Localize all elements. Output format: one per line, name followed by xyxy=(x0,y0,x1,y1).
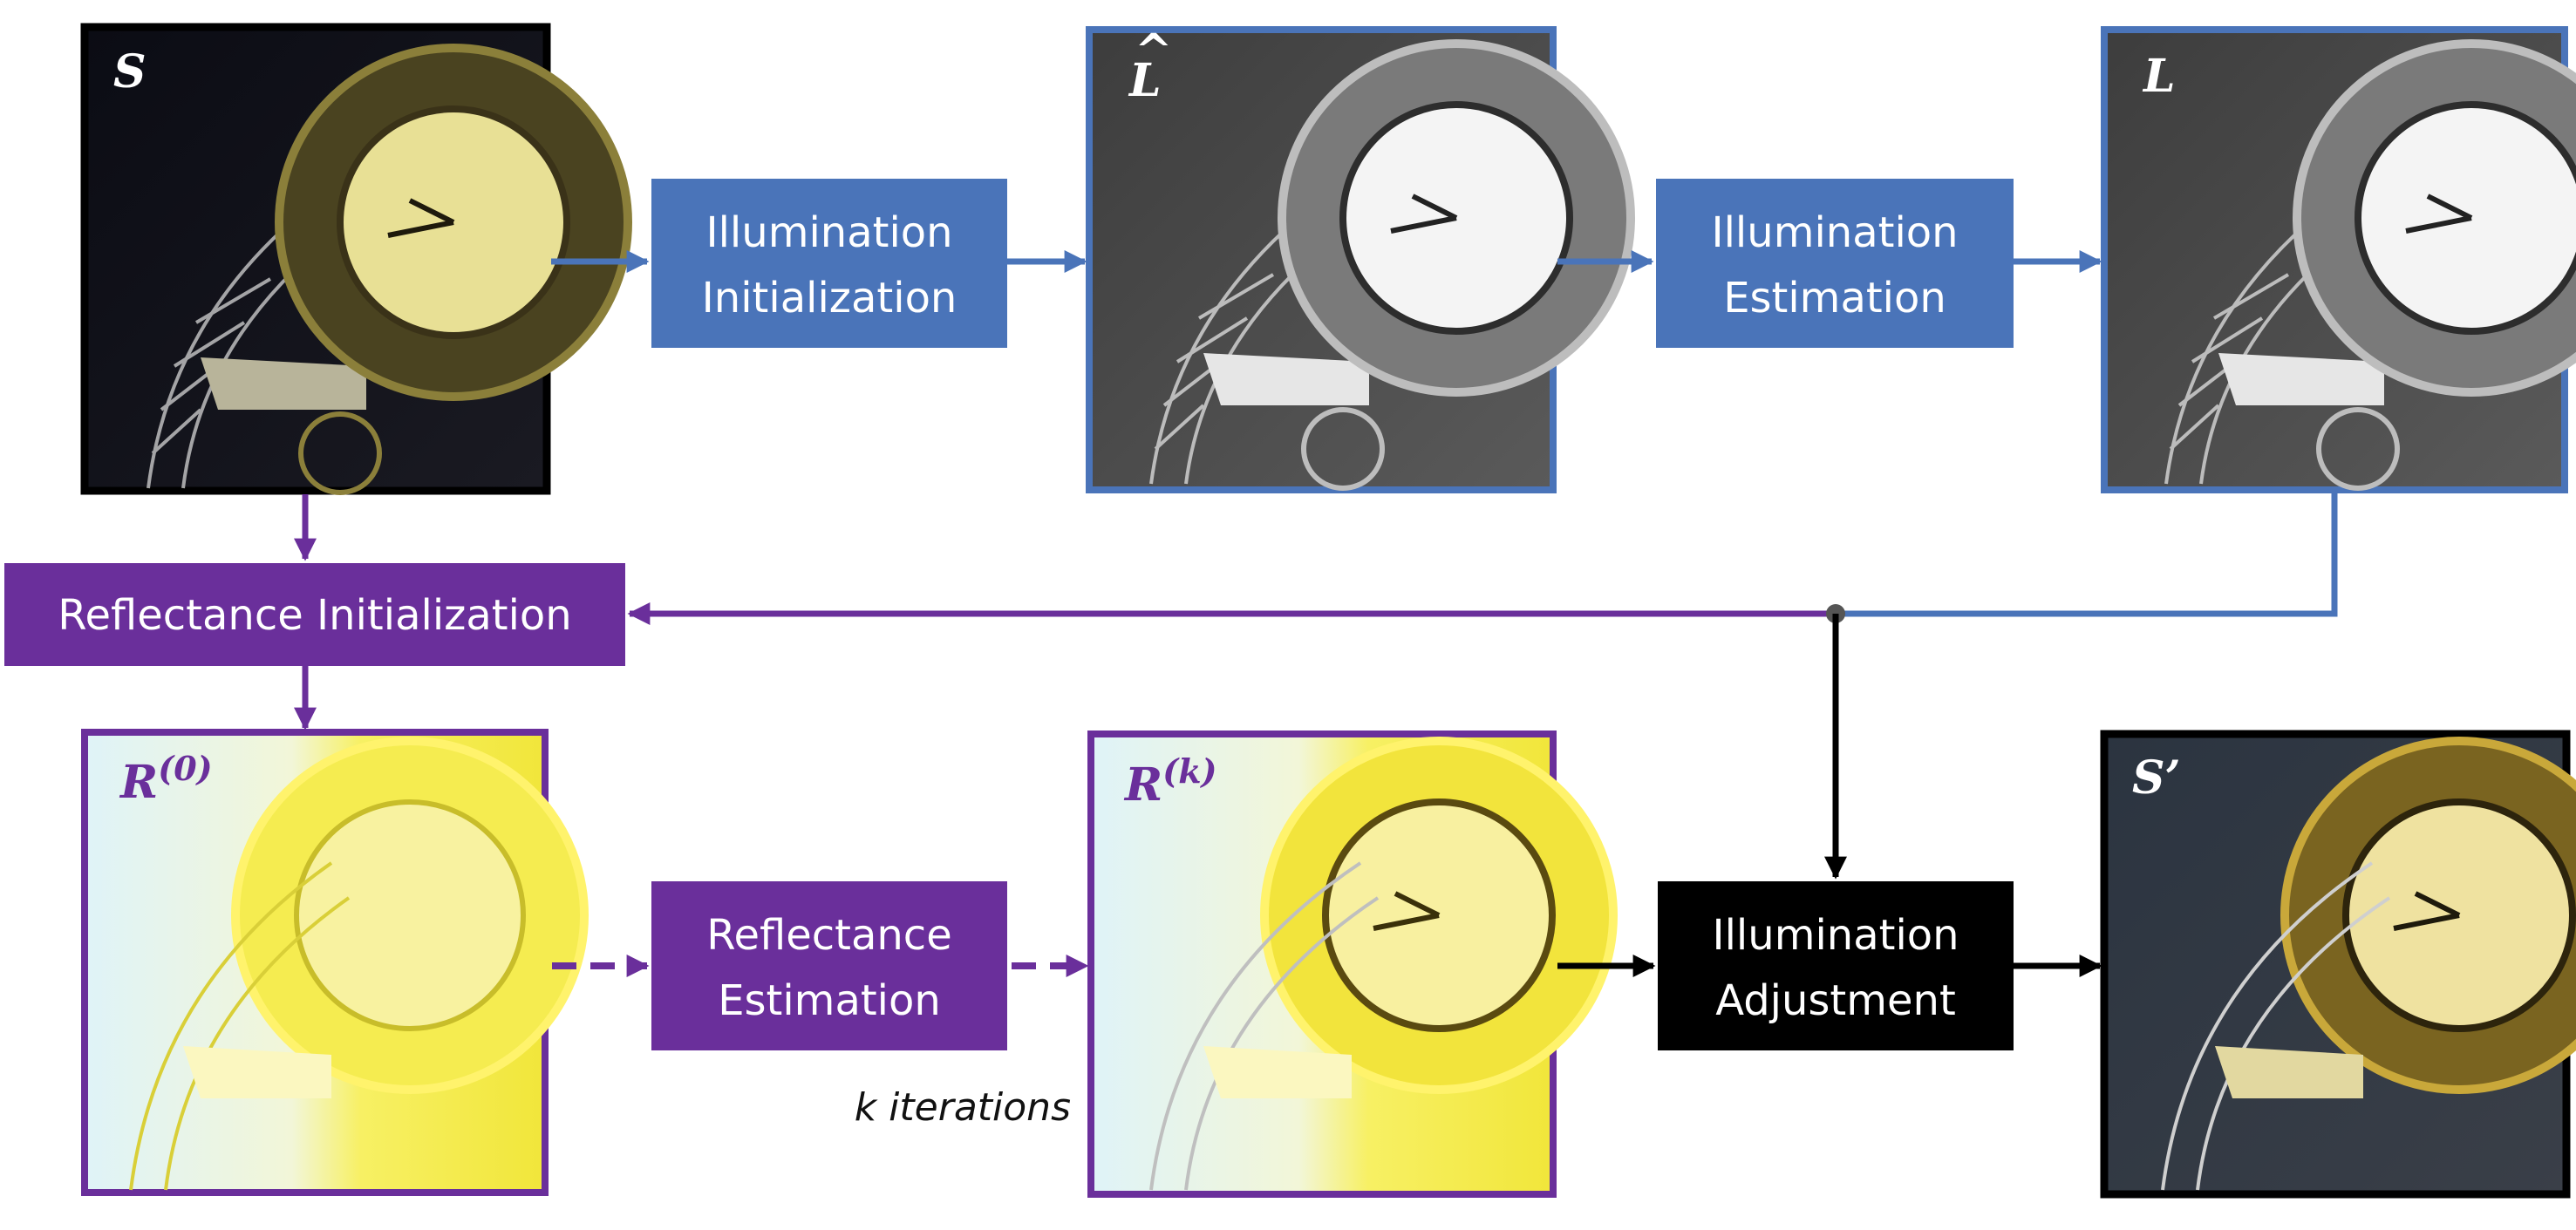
illum-est-line2: Estimation xyxy=(1723,274,1946,323)
refl-est-line1: Reflectance xyxy=(706,911,951,960)
image-S-prime: S’ xyxy=(2100,730,2576,1199)
illum-adj-line2: Adjustment xyxy=(1715,976,1956,1025)
box-reflectance-estimation: Reflectance Estimation xyxy=(651,881,1007,1050)
image-L: L xyxy=(2101,26,2576,493)
label-S: S xyxy=(113,45,147,99)
illum-init-line2: Initialization xyxy=(702,274,957,323)
box-illumination-estimation: Illumination Estimation xyxy=(1656,179,2014,348)
line-L-down xyxy=(1836,493,2338,617)
illum-init-line1: Illumination xyxy=(705,208,952,257)
box-reflectance-initialization: Reflectance Initialization xyxy=(4,563,625,666)
image-S: S xyxy=(80,23,632,495)
label-Rk: R(k) xyxy=(1123,751,1217,812)
box-illumination-initialization: Illumination Initialization xyxy=(651,179,1007,348)
label-L-hat-accent: ^ xyxy=(1135,24,1173,78)
label-L-hat: L xyxy=(1128,54,1162,107)
image-R0: R(0) xyxy=(81,729,589,1196)
label-L: L xyxy=(2142,50,2176,103)
k-iterations-note: k iterations xyxy=(855,1085,1071,1130)
label-S-prime: S’ xyxy=(2132,751,2181,805)
box-illumination-adjustment: Illumination Adjustment xyxy=(1658,881,2014,1050)
label-R0: R(0) xyxy=(119,749,213,809)
illum-adj-line1: Illumination xyxy=(1712,911,1959,960)
refl-init-text: Reflectance Initialization xyxy=(58,591,571,640)
image-L-hat: L ^ xyxy=(1086,24,1635,493)
illum-est-line1: Illumination xyxy=(1711,208,1958,257)
refl-est-line2: Estimation xyxy=(718,976,941,1025)
image-Rk: R(k) xyxy=(1087,731,1618,1198)
